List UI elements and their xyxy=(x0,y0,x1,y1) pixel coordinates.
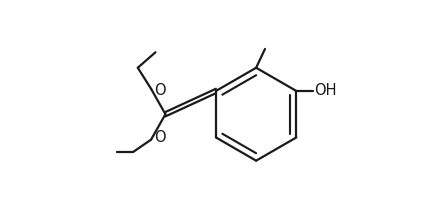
Text: O: O xyxy=(154,83,165,98)
Text: O: O xyxy=(154,130,165,145)
Text: OH: OH xyxy=(314,84,337,99)
